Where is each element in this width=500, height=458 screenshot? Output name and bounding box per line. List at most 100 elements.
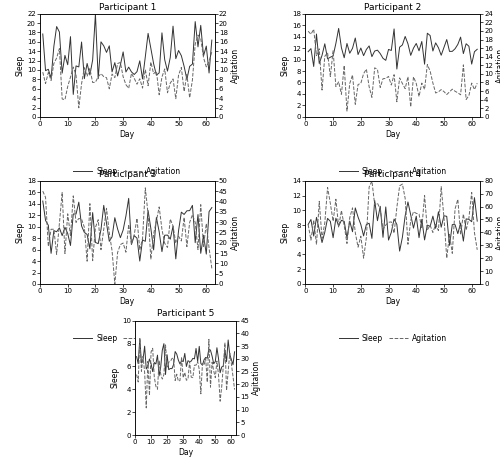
- Agitation: [369, 178, 375, 184]
- Agitation: [222, 340, 228, 346]
- Agitation: [192, 220, 198, 225]
- Title: Participant 2: Participant 2: [364, 3, 422, 11]
- Agitation: [162, 342, 168, 348]
- Sleep: [319, 53, 325, 58]
- Agitation: [394, 205, 400, 210]
- Agitation: [156, 358, 162, 363]
- Sleep: [209, 37, 215, 43]
- Agitation: [414, 211, 420, 216]
- Legend: Sleep, Agitation: Sleep, Agitation: [70, 164, 184, 179]
- Sleep: [305, 222, 311, 227]
- Y-axis label: Sleep: Sleep: [280, 222, 289, 243]
- X-axis label: Day: Day: [178, 448, 193, 457]
- Sleep: [148, 46, 154, 51]
- Sleep: [76, 64, 82, 70]
- Sleep: [305, 49, 311, 55]
- Title: Participant 5: Participant 5: [157, 310, 214, 318]
- Sleep: [148, 226, 154, 231]
- Y-axis label: Sleep: Sleep: [15, 55, 24, 76]
- Agitation: [232, 387, 237, 393]
- Agitation: [474, 247, 480, 252]
- Legend: Sleep, Agitation: Sleep, Agitation: [70, 331, 184, 346]
- Agitation: [145, 359, 151, 364]
- Agitation: [73, 72, 79, 78]
- Line: Agitation: Agitation: [308, 181, 477, 258]
- Agitation: [143, 405, 149, 411]
- Agitation: [190, 77, 196, 82]
- Sleep: [414, 41, 420, 46]
- Line: Agitation: Agitation: [136, 338, 234, 408]
- Sleep: [126, 196, 132, 201]
- X-axis label: Day: Day: [385, 130, 400, 139]
- Agitation: [148, 256, 154, 262]
- Title: Participant 1: Participant 1: [98, 3, 156, 11]
- Sleep: [394, 66, 400, 72]
- Sleep: [40, 31, 46, 37]
- Agitation: [414, 81, 420, 86]
- Agitation: [360, 256, 366, 261]
- Sleep: [143, 366, 149, 372]
- Agitation: [209, 49, 215, 55]
- Line: Agitation: Agitation: [43, 35, 212, 108]
- Agitation: [355, 82, 361, 87]
- Agitation: [196, 366, 202, 372]
- Agitation: [209, 266, 215, 271]
- Agitation: [73, 220, 79, 225]
- Sleep: [352, 35, 358, 41]
- Legend: Sleep, Agitation: Sleep, Agitation: [336, 164, 450, 179]
- Sleep: [391, 26, 397, 32]
- Sleep: [319, 240, 325, 245]
- Sleep: [232, 349, 237, 354]
- Sleep: [192, 19, 198, 24]
- Agitation: [341, 63, 347, 68]
- Agitation: [394, 99, 400, 104]
- Sleep: [185, 358, 191, 364]
- Agitation: [126, 222, 132, 227]
- Legend: Sleep, Agitation: Sleep, Agitation: [336, 331, 450, 346]
- Sleep: [472, 195, 478, 201]
- Sleep: [388, 229, 394, 235]
- Agitation: [137, 336, 143, 341]
- Title: Participant 4: Participant 4: [364, 169, 422, 179]
- Agitation: [474, 81, 480, 86]
- Sleep: [92, 11, 98, 16]
- Sleep: [222, 347, 228, 353]
- Agitation: [322, 54, 328, 59]
- Line: Sleep: Sleep: [308, 198, 477, 251]
- Y-axis label: Agitation: Agitation: [496, 215, 500, 250]
- Agitation: [40, 188, 46, 194]
- Line: Agitation: Agitation: [43, 188, 212, 284]
- Agitation: [319, 236, 325, 241]
- Sleep: [123, 213, 129, 219]
- Sleep: [73, 211, 79, 217]
- Sleep: [156, 373, 162, 379]
- Agitation: [76, 105, 82, 110]
- Sleep: [209, 205, 215, 210]
- Sleep: [336, 26, 342, 31]
- Agitation: [112, 281, 118, 287]
- Y-axis label: Sleep: Sleep: [280, 55, 289, 76]
- Agitation: [54, 55, 60, 61]
- Agitation: [145, 83, 151, 88]
- Sleep: [341, 55, 347, 60]
- Y-axis label: Sleep: Sleep: [110, 367, 119, 388]
- Sleep: [396, 248, 402, 254]
- Sleep: [474, 218, 480, 224]
- Line: Sleep: Sleep: [43, 14, 212, 94]
- Agitation: [185, 376, 191, 382]
- Agitation: [87, 66, 93, 71]
- Agitation: [310, 27, 316, 32]
- Agitation: [134, 372, 140, 377]
- Agitation: [40, 70, 46, 75]
- Sleep: [137, 336, 143, 341]
- Title: Participant 3: Participant 3: [98, 169, 156, 179]
- Sleep: [40, 198, 46, 204]
- Sleep: [154, 352, 160, 358]
- Line: Agitation: Agitation: [308, 29, 477, 111]
- Y-axis label: Agitation: Agitation: [230, 215, 239, 250]
- Agitation: [126, 86, 132, 91]
- Sleep: [54, 24, 60, 29]
- Sleep: [134, 354, 140, 360]
- Agitation: [350, 205, 356, 211]
- Sleep: [410, 225, 416, 231]
